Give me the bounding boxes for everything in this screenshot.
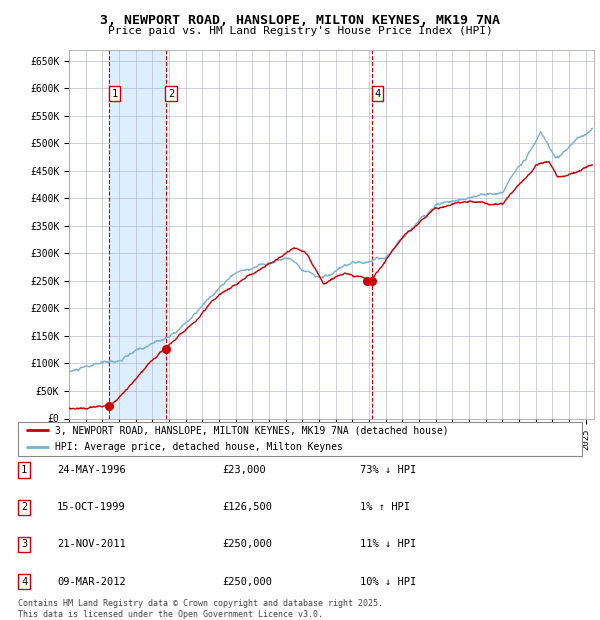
Text: 4: 4 (21, 577, 27, 587)
Text: £126,500: £126,500 (222, 502, 272, 512)
Bar (109, 50, 166, 419)
Point (367, 276, 377, 286)
Text: 3: 3 (21, 539, 27, 549)
Text: 15-OCT-1999: 15-OCT-1999 (57, 502, 126, 512)
Text: 4: 4 (374, 89, 381, 99)
Text: 3, NEWPORT ROAD, HANSLOPE, MILTON KEYNES, MK19 7NA: 3, NEWPORT ROAD, HANSLOPE, MILTON KEYNES… (100, 14, 500, 27)
Text: 1: 1 (112, 89, 118, 99)
Text: 1% ↑ HPI: 1% ↑ HPI (360, 502, 410, 512)
Point (362, 276, 372, 286)
Text: 2: 2 (168, 89, 174, 99)
Text: HPI: Average price, detached house, Milton Keynes: HPI: Average price, detached house, Milt… (55, 442, 343, 452)
Text: £250,000: £250,000 (222, 539, 272, 549)
Point (161, 344, 170, 354)
Text: 09-MAR-2012: 09-MAR-2012 (57, 577, 126, 587)
Text: 73% ↓ HPI: 73% ↓ HPI (360, 465, 416, 475)
Text: 3, NEWPORT ROAD, HANSLOPE, MILTON KEYNES, MK19 7NA (detached house): 3, NEWPORT ROAD, HANSLOPE, MILTON KEYNES… (55, 425, 448, 435)
Text: 11% ↓ HPI: 11% ↓ HPI (360, 539, 416, 549)
Text: 10% ↓ HPI: 10% ↓ HPI (360, 577, 416, 587)
Text: 2: 2 (21, 502, 27, 512)
Text: £250,000: £250,000 (222, 577, 272, 587)
Text: 1: 1 (21, 465, 27, 475)
Point (104, 401, 113, 411)
Text: £23,000: £23,000 (222, 465, 266, 475)
Text: 21-NOV-2011: 21-NOV-2011 (57, 539, 126, 549)
Text: Price paid vs. HM Land Registry's House Price Index (HPI): Price paid vs. HM Land Registry's House … (107, 26, 493, 36)
Text: 24-MAY-1996: 24-MAY-1996 (57, 465, 126, 475)
Text: Contains HM Land Registry data © Crown copyright and database right 2025.
This d: Contains HM Land Registry data © Crown c… (18, 600, 383, 619)
